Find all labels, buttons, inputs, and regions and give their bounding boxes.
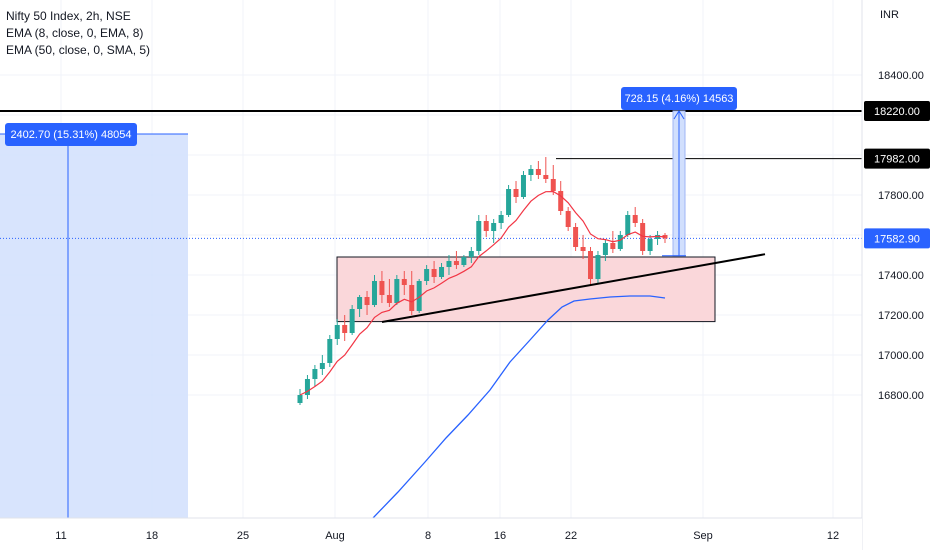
- y-tick-label: 17400.00: [878, 270, 924, 282]
- candle-body[interactable]: [312, 369, 318, 379]
- candle-body[interactable]: [580, 247, 586, 251]
- measure-label-right: 728.15 (4.16%) 14563: [625, 93, 734, 105]
- candle-body[interactable]: [602, 243, 608, 255]
- candle-body[interactable]: [364, 297, 370, 305]
- candle-body[interactable]: [632, 215, 638, 223]
- candle-body[interactable]: [468, 251, 474, 257]
- candle-body[interactable]: [327, 339, 333, 363]
- candle-body[interactable]: [617, 235, 623, 249]
- support-zone-rectangle[interactable]: [336, 256, 716, 323]
- candle-body[interactable]: [550, 179, 556, 191]
- x-tick-label: 8: [425, 530, 431, 542]
- candle-body[interactable]: [543, 175, 549, 179]
- measure-label-left-box: [5, 123, 137, 146]
- candle-body[interactable]: [379, 281, 385, 295]
- price-label-box: [864, 228, 930, 249]
- legend-ema-slow[interactable]: EMA (50, close, 0, SMA, 5): [6, 43, 151, 57]
- candle-body[interactable]: [573, 227, 579, 247]
- legend-ema-fast[interactable]: EMA (8, close, 0, EMA, 8): [6, 26, 144, 40]
- candle-body[interactable]: [625, 215, 631, 235]
- measure-label-left: 2402.70 (15.31%) 48054: [10, 129, 131, 141]
- measure-label-right-box: [621, 87, 737, 110]
- candle-body[interactable]: [640, 223, 646, 251]
- candle-body[interactable]: [416, 281, 422, 311]
- candle-body[interactable]: [506, 189, 512, 215]
- candle-body[interactable]: [595, 255, 601, 279]
- candle-body[interactable]: [647, 239, 653, 251]
- candle-body[interactable]: [409, 285, 415, 311]
- x-tick-label: 18: [146, 530, 158, 542]
- candle-body[interactable]: [401, 279, 407, 285]
- candle-body[interactable]: [297, 395, 303, 403]
- candle-body[interactable]: [453, 261, 459, 265]
- x-tick-label: Sep: [693, 530, 713, 542]
- candle-body[interactable]: [357, 297, 363, 309]
- candle-body[interactable]: [513, 189, 519, 197]
- candle-body[interactable]: [424, 269, 430, 281]
- candle-body[interactable]: [565, 211, 571, 227]
- x-tick-label: 25: [237, 530, 249, 542]
- candle-body[interactable]: [461, 257, 467, 265]
- x-tick-label: 16: [494, 530, 506, 542]
- candle-body[interactable]: [319, 363, 325, 369]
- trendline[interactable]: [381, 253, 766, 323]
- candle-body[interactable]: [588, 251, 594, 279]
- candle-body[interactable]: [304, 379, 310, 395]
- price-label-box: [864, 101, 930, 121]
- measure-right-arrow-head: [673, 110, 685, 120]
- candle-body[interactable]: [520, 175, 526, 197]
- candle-body[interactable]: [349, 309, 355, 333]
- y-tick-label: 18400.00: [878, 70, 924, 82]
- candle-body[interactable]: [528, 169, 534, 175]
- candle-body[interactable]: [535, 169, 541, 175]
- chart-legend: Nifty 50 Index, 2h, NSE EMA (8, close, 0…: [6, 8, 150, 59]
- candle-body[interactable]: [431, 269, 437, 277]
- candle-body[interactable]: [483, 221, 489, 231]
- candle-body[interactable]: [342, 325, 348, 333]
- price-label: 17582.90: [874, 233, 920, 245]
- candle-body[interactable]: [371, 281, 377, 305]
- candle-body[interactable]: [491, 223, 497, 231]
- candle-body[interactable]: [498, 215, 504, 223]
- price-label: 18220.00: [874, 106, 920, 118]
- y-tick-label: 17800.00: [878, 190, 924, 202]
- y-tick-label: 16800.00: [878, 390, 924, 402]
- y-tick-label: 17200.00: [878, 310, 924, 322]
- price-axis-currency: INR: [880, 9, 899, 21]
- x-tick-label: 22: [565, 530, 577, 542]
- x-tick-label: 12: [827, 530, 839, 542]
- x-tick-label: Aug: [325, 530, 345, 542]
- candle-body[interactable]: [334, 325, 340, 339]
- ema-8-line: [299, 190, 666, 396]
- candle-body[interactable]: [386, 295, 392, 303]
- x-tick-label: 11: [55, 530, 66, 542]
- price-axis-bg: [862, 0, 932, 550]
- candle-body[interactable]: [610, 243, 616, 249]
- candle-body[interactable]: [558, 191, 564, 211]
- ema-50-line: [354, 295, 666, 550]
- price-label: 17982.00: [874, 154, 920, 166]
- candle-body[interactable]: [439, 267, 445, 277]
- time-axis-bg: [0, 518, 862, 550]
- measure-area-left[interactable]: [0, 134, 188, 518]
- candle-body[interactable]: [446, 261, 452, 267]
- candle-body[interactable]: [394, 279, 400, 303]
- legend-symbol[interactable]: Nifty 50 Index, 2h, NSE: [6, 9, 131, 23]
- candle-body[interactable]: [476, 221, 482, 251]
- y-tick-label: 17000.00: [878, 350, 924, 362]
- price-label-box: [864, 148, 930, 169]
